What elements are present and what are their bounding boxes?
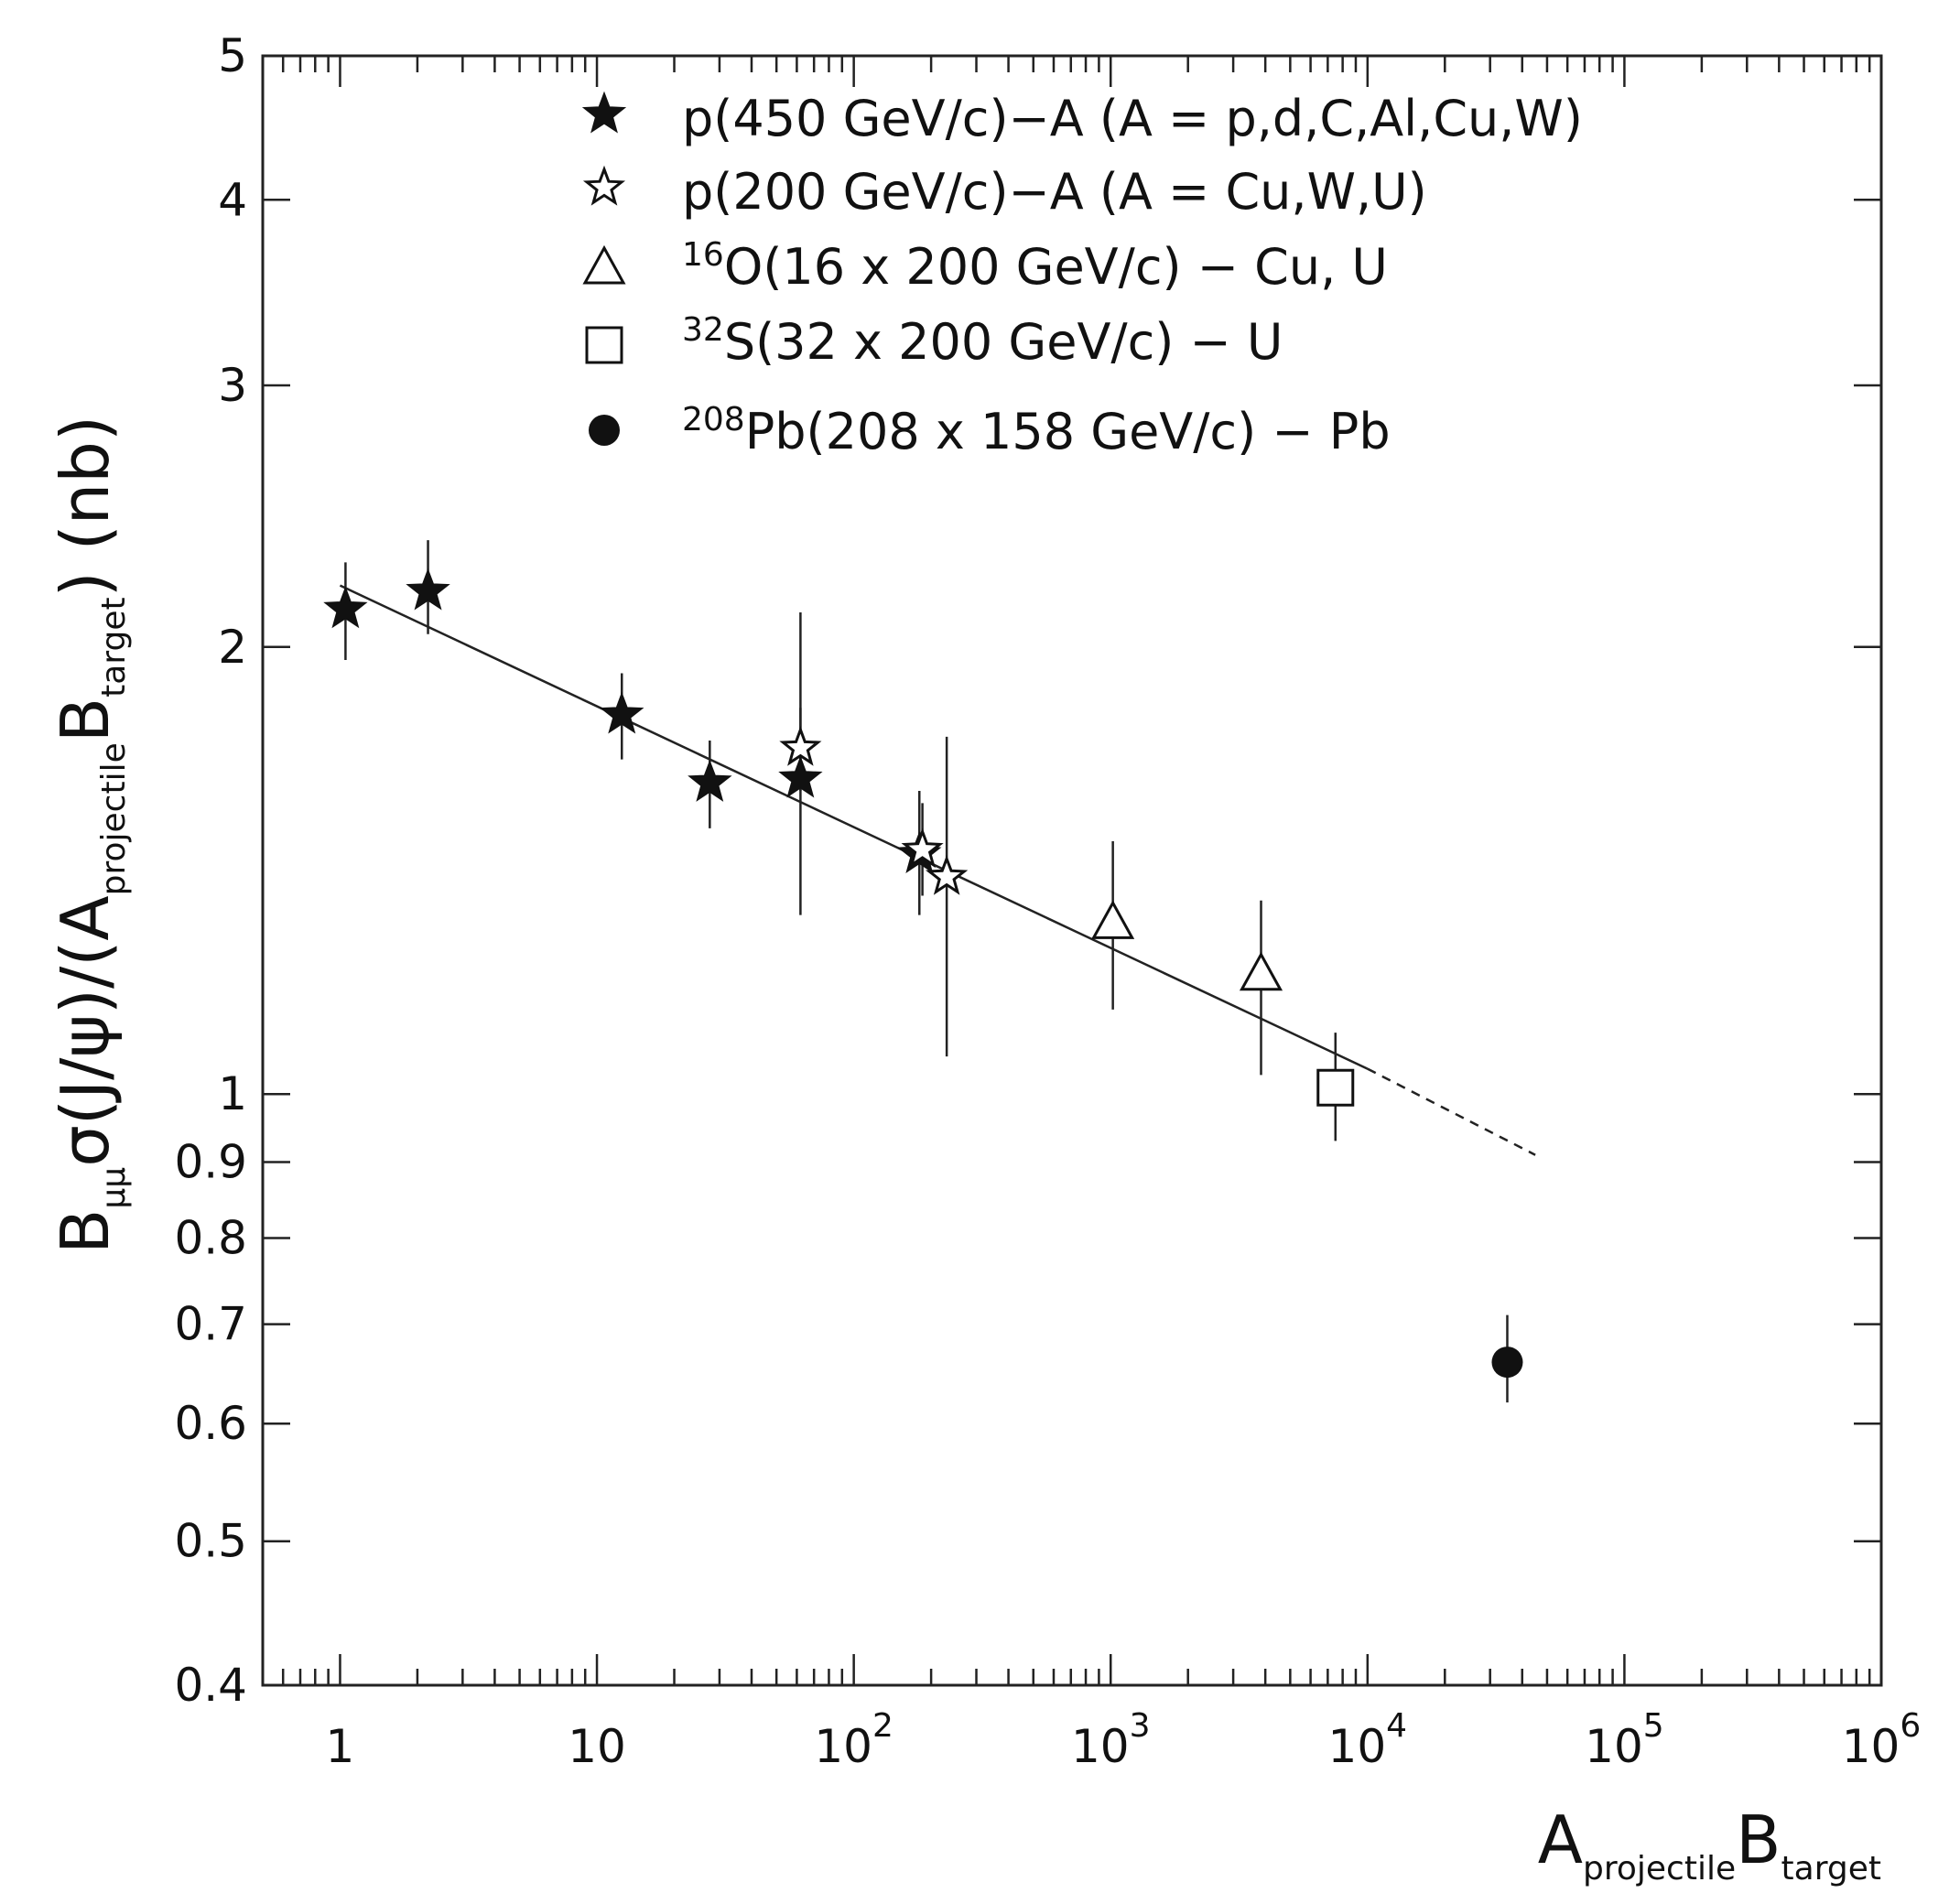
data-point-open-square <box>1316 1068 1355 1107</box>
y-tick-label: 3 <box>218 359 247 412</box>
y-tick-label: 0.6 <box>174 1397 247 1450</box>
y-tick-label: 0.8 <box>174 1212 247 1265</box>
y-axis-label: Bμμσ(J/ψ)/(AprojectileBtarget) (nb) <box>47 416 133 1254</box>
y-tick-label: 5 <box>218 29 247 82</box>
x-axis-label: AprojectileBtarget <box>1538 1801 1881 1888</box>
y-tick-label: 1 <box>218 1067 247 1120</box>
legend-entry-4: 32S(32 x 200 GeV/c) − U <box>682 311 1283 371</box>
x-tick-label: 104 <box>1328 1707 1408 1773</box>
x-tick-label: 105 <box>1585 1707 1664 1773</box>
axis-ticks <box>261 54 1881 1687</box>
fit-line <box>339 584 1369 1070</box>
data-point-filled-star <box>688 759 732 802</box>
legend-symbol-filled-star <box>581 91 627 134</box>
fit-line-group <box>339 584 1536 1156</box>
data-point-filled-star <box>406 568 450 611</box>
x-tick-label: 10 <box>568 1720 626 1773</box>
data-point-open-triangle <box>1091 900 1135 939</box>
data-point-filled-circle <box>1491 1347 1523 1379</box>
x-tick-label: 102 <box>814 1707 893 1773</box>
legend: p(450 GeV/c)−A (A = p,d,C,Al,Cu,W) p(200… <box>581 90 1583 460</box>
legend-symbol-open-star <box>582 165 626 206</box>
y-tick-label: 4 <box>218 173 247 226</box>
x-tick-label: 106 <box>1842 1707 1922 1773</box>
data-point-filled-star <box>600 691 644 734</box>
y-tick-label: 0.7 <box>174 1298 247 1351</box>
x-tick-labels: 1 10 102 103 104 105 106 <box>326 1707 1922 1773</box>
data-point-open-triangle <box>1239 951 1283 991</box>
data-point-open-star <box>926 854 969 895</box>
legend-symbol-open-square <box>585 326 623 364</box>
data-point-open-star <box>901 828 944 869</box>
data-point-open-star <box>779 725 822 766</box>
data-point-filled-star <box>778 755 823 798</box>
x-tick-label: 1 <box>326 1720 355 1773</box>
data-markers <box>323 568 1523 1379</box>
data-point-filled-star <box>323 586 368 629</box>
plot-frame <box>261 54 1883 1687</box>
y-tick-labels: 0.4 0.5 0.6 0.7 0.8 0.9 1 2 3 4 5 <box>174 29 247 1712</box>
legend-entry-1: p(450 GeV/c)−A (A = p,d,C,Al,Cu,W) <box>682 90 1583 147</box>
y-tick-label: 0.9 <box>174 1135 247 1188</box>
y-tick-label: 2 <box>218 621 247 674</box>
legend-symbol-open-triangle <box>582 244 626 285</box>
legend-entry-5: 208Pb(208 x 158 GeV/c) − Pb <box>682 401 1391 460</box>
fit-line-extrapolation <box>1367 1067 1536 1156</box>
legend-entry-3: 16O(16 x 200 GeV/c) − Cu, U <box>682 236 1388 296</box>
y-tick-label: 0.4 <box>174 1659 247 1712</box>
legend-symbol-filled-circle <box>589 415 620 446</box>
legend-entry-2: p(200 GeV/c)−A (A = Cu,W,U) <box>682 163 1427 221</box>
x-tick-label: 103 <box>1071 1707 1151 1773</box>
y-tick-label: 0.5 <box>174 1515 247 1568</box>
